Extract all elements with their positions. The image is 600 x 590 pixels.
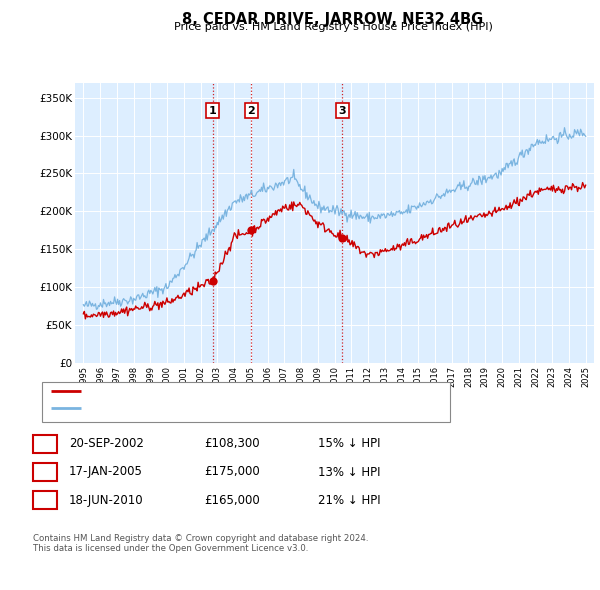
Text: Price paid vs. HM Land Registry's House Price Index (HPI): Price paid vs. HM Land Registry's House … xyxy=(173,22,493,32)
Text: Contains HM Land Registry data © Crown copyright and database right 2024.
This d: Contains HM Land Registry data © Crown c… xyxy=(33,534,368,553)
Text: 15% ↓ HPI: 15% ↓ HPI xyxy=(318,437,380,450)
Text: HPI: Average price, detached house, South Tyneside: HPI: Average price, detached house, Sout… xyxy=(87,403,347,413)
Text: 3: 3 xyxy=(41,494,49,507)
Text: 17-JAN-2005: 17-JAN-2005 xyxy=(69,466,143,478)
Text: 18-JUN-2010: 18-JUN-2010 xyxy=(69,494,143,507)
Text: 21% ↓ HPI: 21% ↓ HPI xyxy=(318,494,380,507)
Text: £108,300: £108,300 xyxy=(204,437,260,450)
Text: £165,000: £165,000 xyxy=(204,494,260,507)
Text: 13% ↓ HPI: 13% ↓ HPI xyxy=(318,466,380,478)
Text: 3: 3 xyxy=(338,106,346,116)
Text: £175,000: £175,000 xyxy=(204,466,260,478)
Text: 8, CEDAR DRIVE, JARROW, NE32 4BG: 8, CEDAR DRIVE, JARROW, NE32 4BG xyxy=(182,12,484,27)
Text: 1: 1 xyxy=(209,106,217,116)
Text: 20-SEP-2002: 20-SEP-2002 xyxy=(69,437,144,450)
Text: 1: 1 xyxy=(41,437,49,450)
Text: 2: 2 xyxy=(41,466,49,478)
Text: 8, CEDAR DRIVE, JARROW, NE32 4BG (detached house): 8, CEDAR DRIVE, JARROW, NE32 4BG (detach… xyxy=(87,386,362,396)
Text: 2: 2 xyxy=(248,106,256,116)
